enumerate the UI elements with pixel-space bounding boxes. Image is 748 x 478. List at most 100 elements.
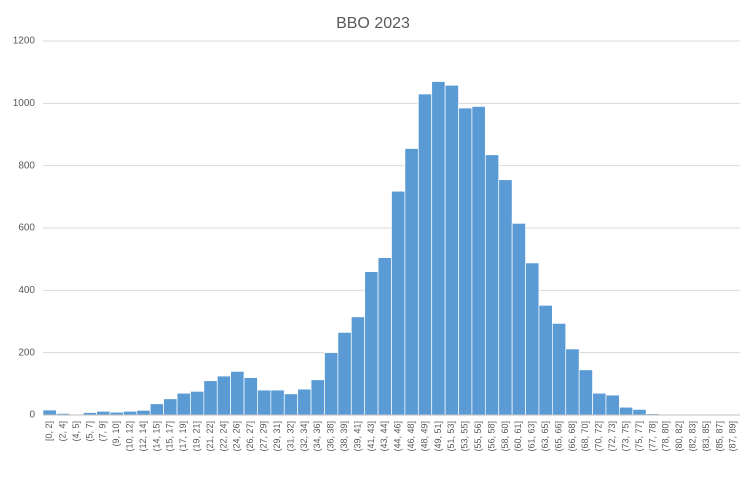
x-tick-label: (19, 21]: [192, 421, 202, 452]
bar: [525, 262, 540, 416]
x-tick-label: (51, 53]: [446, 421, 456, 452]
x-tick-label: (38, 39]: [339, 421, 349, 452]
bar: [203, 380, 218, 416]
x-tick-label: (56, 58]: [486, 421, 496, 452]
x-tick-label: (87, 89]: [728, 421, 738, 452]
bar: [230, 371, 245, 416]
bar: [216, 375, 232, 416]
bar: [632, 409, 647, 416]
x-tick-label: (65, 66]: [553, 421, 563, 452]
bar: [270, 389, 285, 416]
x-tick-label: (60, 61]: [513, 421, 523, 452]
y-tick-label: 400: [18, 285, 35, 296]
x-tick-label: (73, 75]: [620, 421, 630, 452]
x-tick-label: (15, 17]: [165, 421, 175, 452]
x-tick-label: (46, 48]: [406, 421, 416, 452]
x-tick-label: (44, 46]: [393, 421, 403, 452]
x-tick-label: (63, 65]: [540, 421, 550, 452]
x-tick-label: (53, 55]: [460, 421, 470, 452]
bar: [484, 154, 500, 416]
x-tick-label: (22, 24]: [218, 421, 228, 452]
x-tick-label: (14, 15]: [151, 421, 161, 452]
bar: [578, 369, 593, 416]
bar: [163, 398, 178, 416]
bar: [350, 316, 366, 416]
x-tick-label: (48, 49]: [419, 421, 429, 452]
bar: [551, 323, 567, 416]
bar: [337, 332, 352, 416]
bar: [123, 410, 138, 416]
x-tick-label: (55, 56]: [473, 421, 483, 452]
bar: [149, 403, 164, 416]
x-tick-label: (7, 9]: [98, 421, 108, 442]
x-tick-label: (24, 26]: [232, 421, 242, 452]
x-tick-label: (5, 7]: [84, 421, 94, 442]
x-tick-label: (83, 85]: [701, 421, 711, 452]
bar: [42, 409, 57, 416]
x-tick-label: (80, 82]: [674, 421, 684, 452]
y-tick-label: 200: [18, 347, 35, 358]
x-tick-label: (61, 63]: [527, 421, 537, 452]
bar: [431, 81, 446, 416]
y-tick-label: 0: [29, 410, 35, 421]
bar: [377, 257, 392, 416]
x-tick-label: (21, 22]: [205, 421, 215, 452]
x-tick-label: (27, 29]: [259, 421, 269, 452]
bar: [592, 392, 607, 416]
bar: [538, 304, 553, 416]
bar: [391, 190, 406, 416]
x-tick-label: (58, 60]: [500, 421, 510, 452]
y-tick-label: 600: [18, 223, 35, 234]
bar: [324, 352, 339, 416]
chart-title: BBO 2023: [336, 15, 410, 32]
bar: [243, 377, 258, 416]
x-tick-label: (82, 83]: [687, 421, 697, 452]
x-tick-label: (2, 4]: [57, 421, 67, 442]
bar: [404, 148, 419, 416]
x-tick-label: (39, 41]: [352, 421, 362, 452]
bar: [458, 107, 473, 416]
x-tick-label: (66, 68]: [567, 421, 577, 452]
bar: [96, 410, 111, 416]
x-tick-label: (17, 19]: [178, 421, 188, 452]
x-tick-label: (4, 5]: [71, 421, 81, 442]
bar: [176, 392, 191, 416]
x-tick-label: (43, 44]: [379, 421, 389, 452]
x-tick-label: (9, 10]: [111, 421, 121, 447]
bar: [565, 348, 580, 416]
x-tick-label: (75, 77]: [634, 421, 644, 452]
x-tick-label: [0, 2]: [44, 421, 54, 441]
y-tick-label: 1200: [13, 36, 36, 47]
x-tick-label: (29, 31]: [272, 421, 282, 452]
bar: [511, 222, 526, 416]
bar: [498, 179, 513, 416]
x-tick-label: (78, 80]: [661, 421, 671, 452]
bar: [190, 390, 205, 416]
bar: [283, 393, 299, 416]
x-tick-label: (32, 34]: [299, 421, 309, 452]
bar: [619, 406, 634, 416]
bar: [364, 271, 379, 416]
x-tick-label: (34, 36]: [312, 421, 322, 452]
y-tick-label: 800: [18, 160, 35, 171]
x-tick-label: (85, 87]: [714, 421, 724, 452]
x-tick-label: (49, 51]: [433, 421, 443, 452]
bar: [417, 93, 433, 416]
bar: [471, 106, 486, 416]
x-tick-label: (36, 38]: [326, 421, 336, 452]
x-tick-label: (68, 70]: [580, 421, 590, 452]
bar: [605, 394, 620, 416]
x-tick-label: (77, 78]: [647, 421, 657, 452]
bar: [257, 389, 272, 416]
x-tick-label: (31, 32]: [285, 421, 295, 452]
x-tick-label: (70, 72]: [594, 421, 604, 452]
bar: [136, 409, 151, 416]
x-tick-label: (26, 27]: [245, 421, 255, 452]
bar: [297, 388, 312, 416]
x-tick-label: (10, 12]: [125, 421, 135, 452]
x-tick-label: (12, 14]: [138, 421, 148, 452]
bar: [310, 379, 325, 416]
x-tick-label: (72, 73]: [607, 421, 617, 452]
